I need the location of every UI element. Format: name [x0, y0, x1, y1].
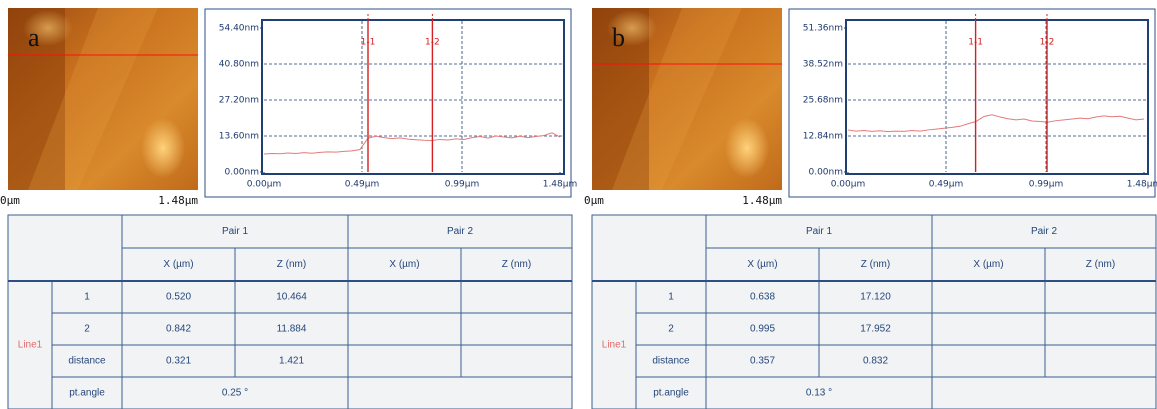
- cell-text: 2: [84, 324, 90, 335]
- cell-text: 2: [668, 324, 674, 335]
- table-cell: [1045, 345, 1156, 377]
- cursor-label: 1-1: [361, 38, 376, 48]
- scale-start: 0µm: [584, 194, 604, 207]
- screenshot: a 0µm 1.48µm 0.00nm 13.60nm 27.20nm 40.80nm 54.…: [0, 0, 1157, 409]
- y-tick-label: 38.52nm: [803, 60, 843, 70]
- scale-end: 1.48µm: [158, 194, 198, 207]
- y-tick-label: 40.80nm: [219, 60, 259, 70]
- y-tick-label: 0.00nm: [808, 168, 843, 178]
- x-tick-label: 1.48µm: [1127, 180, 1157, 190]
- table-cell: [461, 281, 572, 313]
- cell-text: 0.842: [166, 324, 191, 335]
- table-cell: [592, 215, 706, 281]
- scale-start: 0µm: [0, 194, 20, 207]
- cell-text: Pair 2: [1031, 226, 1058, 237]
- cell-text: 17.952: [860, 324, 891, 335]
- cell-text: 17.120: [860, 292, 891, 303]
- plot-area: [846, 20, 1148, 174]
- x-tick-label: 0.00µm: [247, 180, 282, 190]
- y-tick-label: 12.84nm: [803, 132, 843, 142]
- x-tick-label: 0.49µm: [929, 180, 964, 190]
- cell-text: pt.angle: [653, 388, 689, 399]
- cell-text: 0.13 °: [806, 388, 832, 399]
- x-tick-label: 0.00µm: [831, 180, 866, 190]
- afm-grain: [141, 118, 185, 178]
- cell-text: Z (nm): [277, 259, 306, 270]
- x-tick-label: 1.48µm: [543, 180, 578, 190]
- table-cell: [348, 313, 461, 345]
- cell-text: 10.464: [276, 292, 307, 303]
- cell-text: Pair 1: [806, 226, 833, 237]
- table-cell: [932, 377, 1156, 409]
- x-tick-label: 0.49µm: [345, 180, 380, 190]
- cell-text: 1: [668, 292, 674, 303]
- cell-text: 0.357: [750, 356, 775, 367]
- cell-text: pt.angle: [69, 388, 105, 399]
- cell-text: Line1: [602, 340, 627, 351]
- cell-text: Line1: [18, 340, 43, 351]
- y-tick-label: 25.68nm: [803, 96, 843, 106]
- cell-text: 11.884: [277, 324, 307, 335]
- cell-text: X (µm): [163, 259, 193, 270]
- cell-text: Z (nm): [861, 259, 890, 270]
- y-tick-label: 54.40nm: [219, 24, 259, 34]
- table-cell: [932, 281, 1045, 313]
- cell-text: 1: [84, 292, 90, 303]
- table-cell: [348, 281, 461, 313]
- table-cell: [932, 313, 1045, 345]
- scale-end: 1.48µm: [742, 194, 782, 207]
- cell-text: distance: [652, 356, 690, 367]
- cell-text: 0.25 °: [222, 388, 248, 399]
- cell-text: 0.520: [166, 292, 191, 303]
- x-tick-label: 0.99µm: [445, 180, 480, 190]
- table-cell: [348, 377, 572, 409]
- cell-text: 0.832: [863, 356, 888, 367]
- table-cell: [8, 215, 122, 281]
- panel-label: b: [612, 23, 625, 52]
- cell-text: X (µm): [747, 259, 777, 270]
- table-cell: [461, 345, 572, 377]
- table-cell: [1045, 281, 1156, 313]
- cursor-label: 1-1: [968, 38, 983, 48]
- table-cell: [348, 345, 461, 377]
- y-tick-label: 0.00nm: [224, 168, 259, 178]
- table-cell: [932, 345, 1045, 377]
- panel-label: a: [28, 23, 40, 52]
- y-tick-label: 27.20nm: [219, 96, 259, 106]
- cell-text: Z (nm): [1086, 259, 1115, 270]
- cell-text: distance: [68, 356, 106, 367]
- table-cell: [461, 313, 572, 345]
- cell-text: 0.321: [166, 356, 191, 367]
- afm-grain: [725, 118, 769, 178]
- cursor-label: 1-2: [425, 38, 440, 48]
- y-tick-label: 13.60nm: [219, 132, 259, 142]
- cell-text: 0.638: [750, 292, 775, 303]
- cell-text: X (µm): [389, 259, 419, 270]
- plot-area: [262, 20, 564, 174]
- cell-text: X (µm): [973, 259, 1003, 270]
- cell-text: 1.421: [279, 356, 304, 367]
- y-tick-label: 51.36nm: [803, 24, 843, 34]
- cursor-label: 1-2: [1040, 38, 1055, 48]
- cell-text: Pair 1: [222, 226, 249, 237]
- cell-text: Z (nm): [502, 259, 531, 270]
- x-tick-label: 0.99µm: [1029, 180, 1064, 190]
- cell-text: Pair 2: [447, 226, 474, 237]
- table-cell: [1045, 313, 1156, 345]
- cell-text: 0.995: [750, 324, 775, 335]
